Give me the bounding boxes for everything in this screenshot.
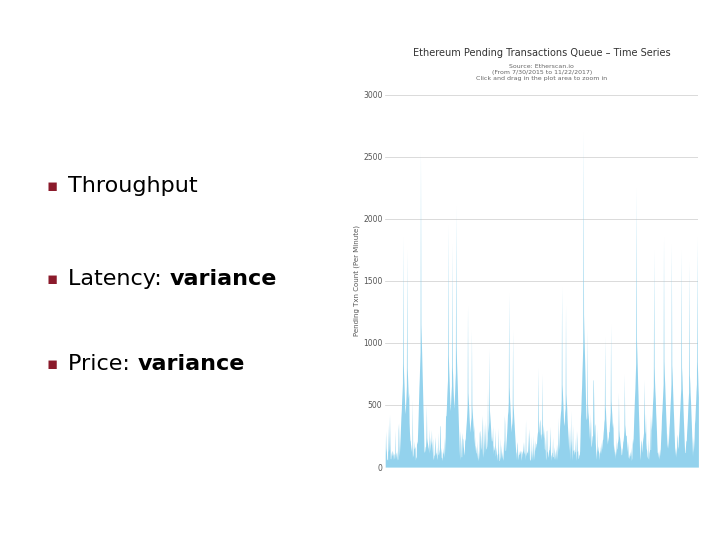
Title: Ethereum Pending Transactions Queue – Time Series: Ethereum Pending Transactions Queue – Ti… xyxy=(413,48,670,58)
Text: ▪: ▪ xyxy=(47,271,58,288)
Y-axis label: Pending Txn Count (Per Minute): Pending Txn Count (Per Minute) xyxy=(354,225,360,336)
Text: variance: variance xyxy=(169,269,276,289)
Text: Latency:: Latency: xyxy=(68,269,169,289)
Text: variance: variance xyxy=(138,354,245,374)
Text: 46: 46 xyxy=(348,507,372,525)
Text: Price:: Price: xyxy=(68,354,138,374)
Text: Throughput: Throughput xyxy=(68,176,198,196)
Text: ▪: ▪ xyxy=(47,177,58,195)
Text: ▪: ▪ xyxy=(47,355,58,373)
Text: Public Blockchain: performance: Public Blockchain: performance xyxy=(120,19,600,48)
Text: Source: Etherscan.io
(From 7/30/2015 to 11/22/2017)
Click and drag in the plot a: Source: Etherscan.io (From 7/30/2015 to … xyxy=(476,64,608,80)
